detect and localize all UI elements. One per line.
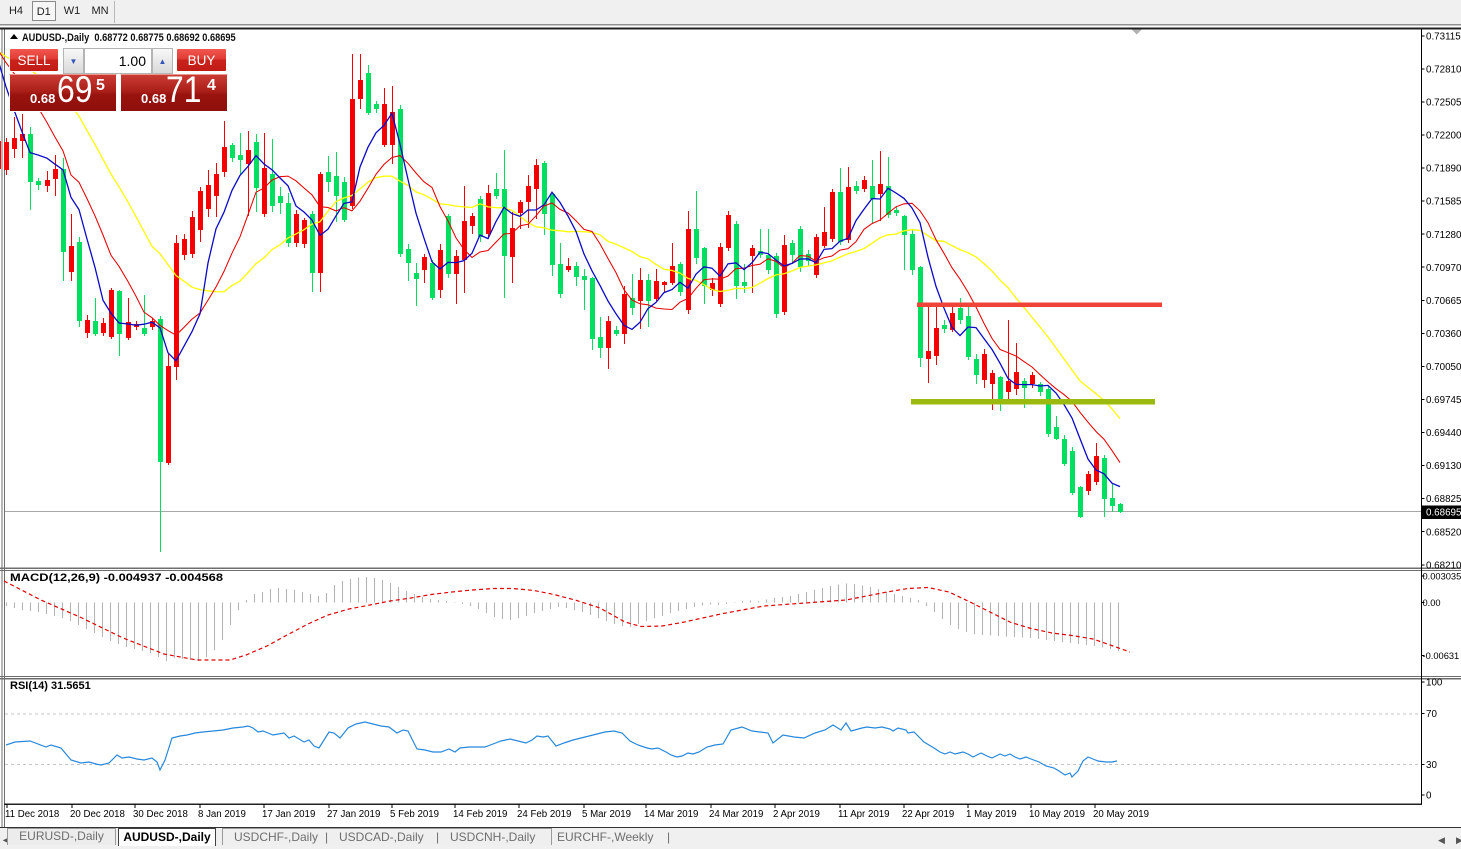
svg-text:0.68210: 0.68210 <box>1426 560 1461 571</box>
svg-text:1 May 2019: 1 May 2019 <box>966 809 1017 820</box>
svg-text:0.72810: 0.72810 <box>1426 65 1461 76</box>
svg-text:70: 70 <box>1426 709 1437 720</box>
svg-text:0.70050: 0.70050 <box>1426 362 1461 373</box>
svg-text:24 Feb 2019: 24 Feb 2019 <box>517 809 571 820</box>
svg-text:11 Dec 2018: 11 Dec 2018 <box>5 809 59 820</box>
svg-text:0.69130: 0.69130 <box>1426 461 1461 472</box>
svg-text:10 May 2019: 10 May 2019 <box>1029 809 1085 820</box>
svg-text:11 Apr 2019: 11 Apr 2019 <box>838 809 890 820</box>
svg-text:0.68825: 0.68825 <box>1426 494 1461 505</box>
svg-text:0.68520: 0.68520 <box>1426 527 1461 538</box>
svg-text:30: 30 <box>1426 760 1437 771</box>
svg-text:5 Mar 2019: 5 Mar 2019 <box>582 809 631 820</box>
svg-text:RSI(14) 31.5651: RSI(14) 31.5651 <box>10 680 91 692</box>
svg-text:8 Jan 2019: 8 Jan 2019 <box>198 809 246 820</box>
svg-text:14 Mar 2019: 14 Mar 2019 <box>644 809 698 820</box>
svg-text:MACD(12,26,9) -0.004937 -0.004: MACD(12,26,9) -0.004937 -0.004568 <box>10 572 223 584</box>
svg-text:0.72200: 0.72200 <box>1426 131 1461 142</box>
svg-text:-0.00631: -0.00631 <box>1423 651 1460 661</box>
svg-text:0.73115: 0.73115 <box>1426 31 1461 42</box>
svg-text:22 Apr 2019: 22 Apr 2019 <box>902 809 954 820</box>
svg-text:20 May 2019: 20 May 2019 <box>1093 809 1149 820</box>
svg-text:0: 0 <box>1426 791 1432 802</box>
svg-text:0.69745: 0.69745 <box>1426 395 1461 406</box>
svg-text:2 Apr 2019: 2 Apr 2019 <box>773 809 820 820</box>
svg-text:0.72505: 0.72505 <box>1426 98 1461 109</box>
svg-text:24 Mar 2019: 24 Mar 2019 <box>709 809 763 820</box>
svg-text:0.70665: 0.70665 <box>1426 296 1461 307</box>
svg-text:27 Jan 2019: 27 Jan 2019 <box>327 809 380 820</box>
svg-text:14 Feb 2019: 14 Feb 2019 <box>453 809 507 820</box>
svg-text:0.68695: 0.68695 <box>1426 508 1461 519</box>
svg-text:30 Dec 2018: 30 Dec 2018 <box>133 809 188 820</box>
svg-text:0.00: 0.00 <box>1423 598 1441 608</box>
svg-text:20 Dec 2018: 20 Dec 2018 <box>70 809 125 820</box>
svg-text:0.003035: 0.003035 <box>1423 572 1461 582</box>
svg-text:0.71585: 0.71585 <box>1426 197 1461 208</box>
svg-text:100: 100 <box>1426 678 1443 689</box>
svg-text:17 Jan 2019: 17 Jan 2019 <box>262 809 315 820</box>
svg-text:0.70360: 0.70360 <box>1426 329 1461 340</box>
svg-text:0.71890: 0.71890 <box>1426 164 1461 175</box>
svg-text:5 Feb 2019: 5 Feb 2019 <box>390 809 439 820</box>
svg-text:0.70970: 0.70970 <box>1426 263 1461 274</box>
svg-text:0.71280: 0.71280 <box>1426 230 1461 241</box>
svg-text:0.69440: 0.69440 <box>1426 428 1461 439</box>
